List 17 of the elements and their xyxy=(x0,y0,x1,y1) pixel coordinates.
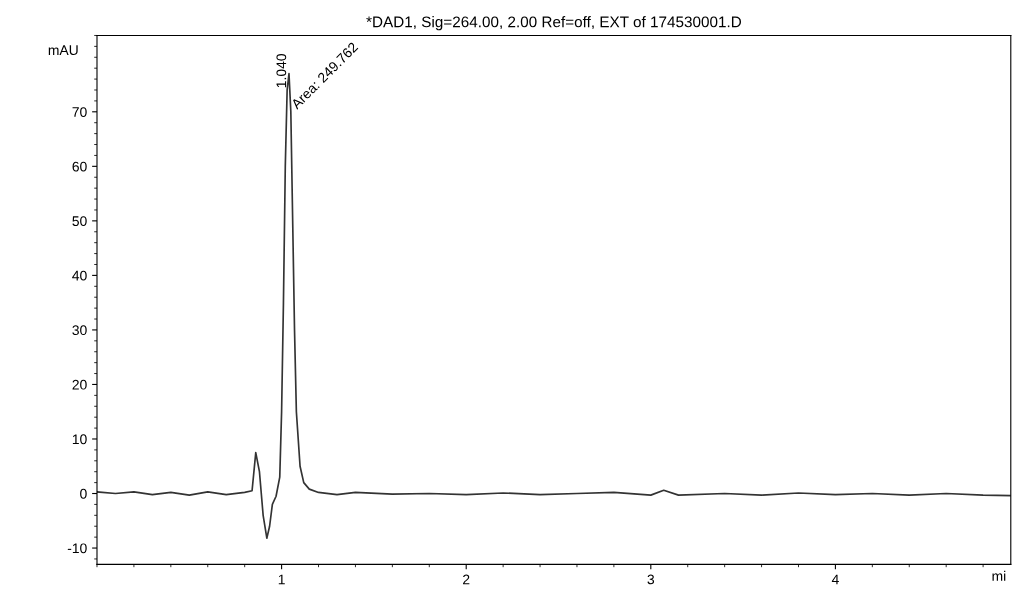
x-axis-title: mi xyxy=(992,570,1006,581)
x-tick-label: 2 xyxy=(463,574,470,585)
x-tick-label: 4 xyxy=(831,574,839,585)
chart-title: *DAD1, Sig=264.00, 2.00 Ref=off, EXT of 174530001.D xyxy=(366,16,742,31)
y-axis-title: mAU xyxy=(48,45,78,56)
x-tick-label: 1 xyxy=(278,574,285,585)
y-tick-label: 10 xyxy=(72,434,87,445)
y-tick-label: 50 xyxy=(72,216,87,227)
y-tick-label: 20 xyxy=(72,379,87,390)
y-tick-label: -10 xyxy=(67,543,87,554)
annotation: 1.040 xyxy=(276,54,287,88)
y-tick-label: 30 xyxy=(72,325,87,336)
x-tick-label: 3 xyxy=(647,574,655,585)
y-tick-label: 70 xyxy=(72,107,87,117)
y-tick-label: 40 xyxy=(72,270,87,281)
y-tick-label: 60 xyxy=(72,161,87,172)
y-tick-label: 0 xyxy=(80,488,87,499)
